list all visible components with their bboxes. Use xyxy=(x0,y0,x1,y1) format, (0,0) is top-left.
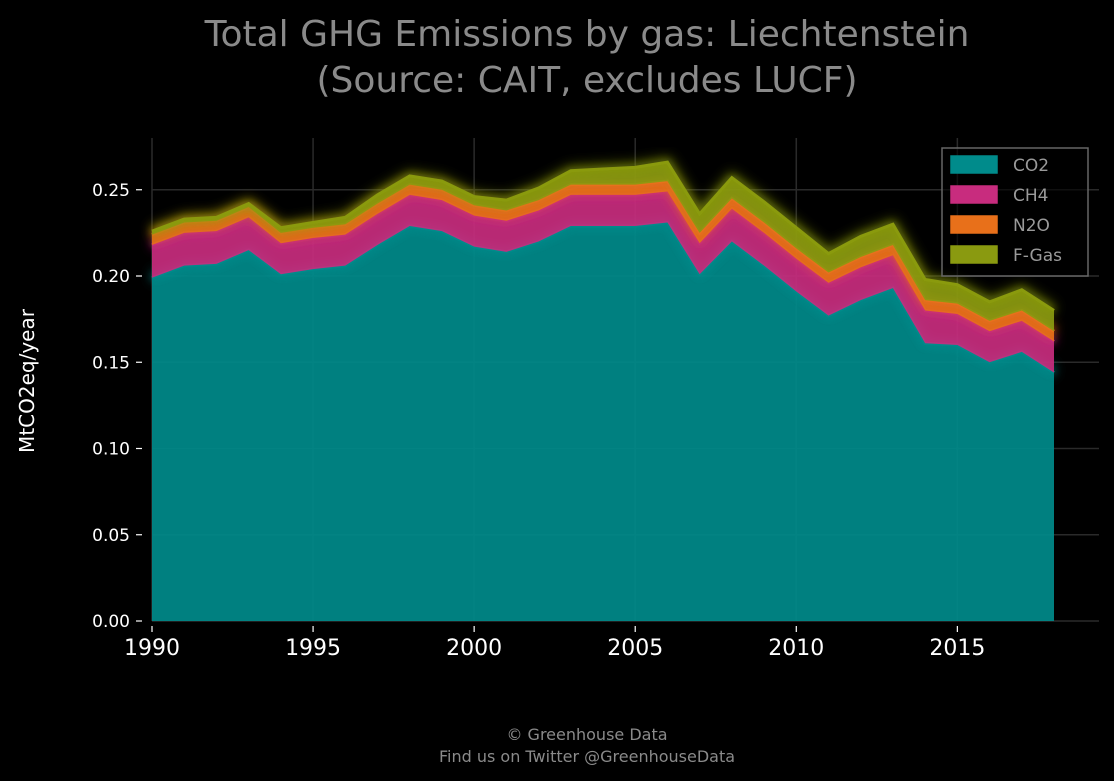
area-edge-f-gas xyxy=(151,160,1055,312)
legend-swatch-co2 xyxy=(950,155,998,174)
legend-label-n2o: N2O xyxy=(1013,216,1050,236)
area-ch4 xyxy=(152,191,1054,373)
x-tick-label-2000: 2000 xyxy=(446,636,502,661)
footer-twitter: Find us on Twitter @GreenhouseData xyxy=(439,747,735,766)
legend-swatch-ch4 xyxy=(950,185,998,204)
chart-title: Total GHG Emissions by gas: Liechtenstei… xyxy=(204,14,970,55)
y-axis-label: MtCO2eq/year xyxy=(15,308,39,453)
area-f-gas xyxy=(152,162,1054,332)
y-axis: 0.00 0.05 0.10 0.15 0.20 0.25 xyxy=(92,181,142,632)
y-tick-label-0.20: 0.20 xyxy=(92,267,130,287)
legend-label-f-gas: F-Gas xyxy=(1013,246,1062,266)
y-tick-label-0.25: 0.25 xyxy=(92,181,130,201)
area-n2o xyxy=(152,181,1054,342)
legend-swatch-f-gas xyxy=(950,245,998,264)
y-tick-label-0.10: 0.10 xyxy=(92,440,130,460)
x-tick-label-1990: 1990 xyxy=(124,636,180,661)
legend-swatch-n2o xyxy=(950,215,998,234)
area-co2 xyxy=(152,222,1054,621)
y-tick-label-0.15: 0.15 xyxy=(92,353,130,373)
y-tick-label-0.00: 0.00 xyxy=(92,612,130,632)
x-axis: 1990 1995 2000 2005 2010 2015 xyxy=(124,626,985,661)
x-tick-label-1995: 1995 xyxy=(285,636,341,661)
x-tick-label-2010: 2010 xyxy=(768,636,824,661)
chart-subtitle: (Source: CAIT, excludes LUCF) xyxy=(316,60,857,101)
legend-label-ch4: CH4 xyxy=(1013,186,1048,206)
legend-label-co2: CO2 xyxy=(1013,156,1049,176)
y-tick-label-0.05: 0.05 xyxy=(92,526,130,546)
legend: CO2 CH4 N2O F-Gas xyxy=(941,147,1089,277)
stacked-areas xyxy=(150,156,1057,621)
x-tick-label-2015: 2015 xyxy=(929,636,985,661)
footer-copyright: © Greenhouse Data xyxy=(506,725,667,744)
x-tick-label-2005: 2005 xyxy=(607,636,663,661)
